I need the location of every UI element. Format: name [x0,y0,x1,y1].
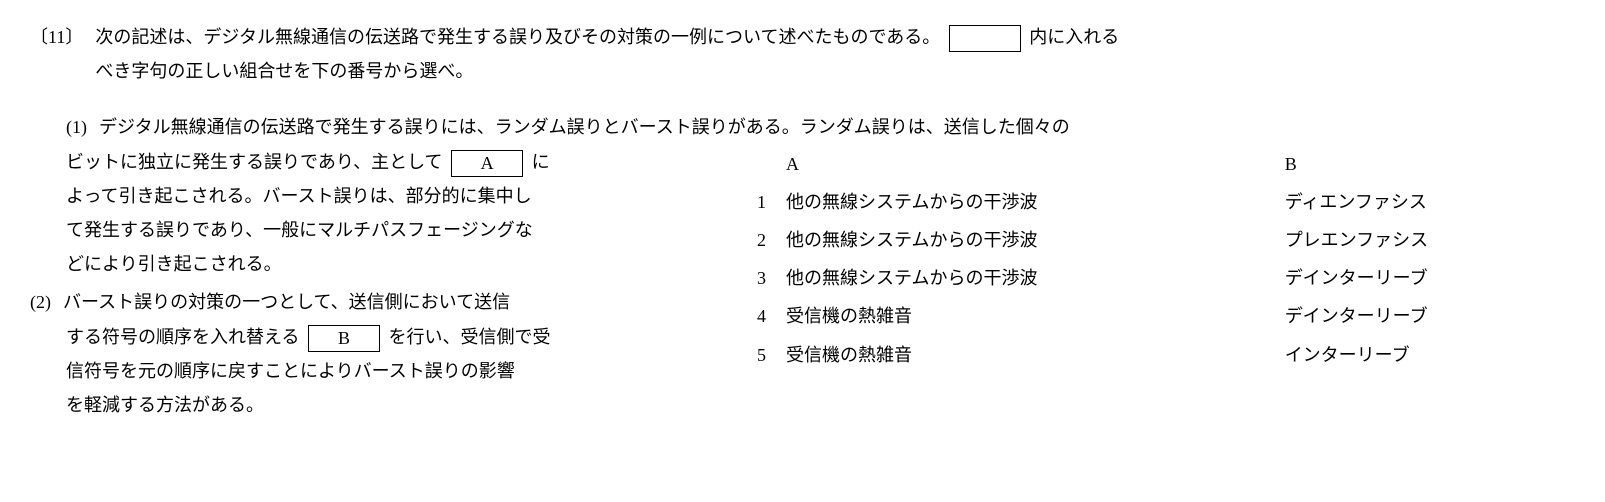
sub2-continuation: する符号の順序を入れ替える B を行い、受信側で受 信符号を元の順序に戻すことに… [66,320,706,423]
sub1-line5: どにより引き起こされる。 [66,247,706,281]
choices-header-row: A B [726,145,1575,183]
choices-table: A B 1 他の無線システムからの干渉波 ディエンファシス 2 他の無線システム… [726,145,1575,374]
choice-row: 1 他の無線システムからの干渉波 ディエンファシス [726,183,1575,221]
sub1-number: (1) [66,110,87,144]
choice-row: 3 他の無線システムからの干渉波 デインターリーブ [726,259,1575,297]
choices-column: A B 1 他の無線システムからの干渉波 ディエンファシス 2 他の無線システム… [726,145,1575,374]
choice-row: 4 受信機の熱雑音 デインターリーブ [726,297,1575,335]
col-header-a: A [776,145,1275,183]
choice-b: デインターリーブ [1275,259,1575,297]
blank-box-intro [949,25,1021,52]
choice-b: デインターリーブ [1275,297,1575,335]
sub1-line3: よって引き起こされる。バースト誤りは、部分的に集中し [66,179,706,213]
choice-a: 他の無線システムからの干渉波 [776,259,1275,297]
choice-a: 他の無線システムからの干渉波 [776,183,1275,221]
choice-a: 受信機の熱雑音 [776,336,1275,374]
col-header-b: B [1275,145,1575,183]
choice-b: プレエンファシス [1275,221,1575,259]
sub2-number: (2) [30,285,51,319]
blank-box-b: B [308,325,380,352]
choice-number: 1 [726,183,776,221]
intro-text-2: 内に入れる [1029,27,1119,47]
sub1-line4: て発生する誤りであり、一般にマルチパスフェージングな [66,213,706,247]
sub1-line1: デジタル無線通信の伝送路で発生する誤りには、ランダム誤りとバースト誤りがある。ラ… [99,117,1070,137]
sub1-block: (1) デジタル無線通信の伝送路で発生する誤りには、ランダム誤りとバースト誤りが… [30,110,1575,144]
sub2-line4: を軽減する方法がある。 [66,388,706,422]
question-number: 〔11〕 [30,20,83,54]
sub1-line2b: に [532,152,550,172]
intro-text-3: べき字句の正しい組合せを下の番号から選べ。 [95,61,473,81]
choice-b: ディエンファシス [1275,183,1575,221]
choice-number: 4 [726,297,776,335]
intro-text-1: 次の記述は、デジタル無線通信の伝送路で発生する誤り及びその対策の一例について述べ… [95,27,940,47]
sub1-continuation: ビットに独立に発生する誤りであり、主として A に よって引き起こされる。バース… [66,145,706,282]
sub2-block: (2) バースト誤りの対策の一つとして、送信側において送信 [66,285,706,319]
sub1-line2a: ビットに独立に発生する誤りであり、主として [66,152,443,172]
choice-number: 2 [726,221,776,259]
sub2-line2a: する符号の順序を入れ替える [66,327,299,347]
choice-b: インターリーブ [1275,336,1575,374]
choice-a: 受信機の熱雑音 [776,297,1275,335]
blank-box-a: A [451,150,523,177]
sub2-line2b: を行い、受信側で受 [388,327,550,347]
choice-row: 5 受信機の熱雑音 インターリーブ [726,336,1575,374]
choice-row: 2 他の無線システムからの干渉波 プレエンファシス [726,221,1575,259]
two-column-area: ビットに独立に発生する誤りであり、主として A に よって引き起こされる。バース… [30,145,1575,423]
choice-number: 5 [726,336,776,374]
question-header: 〔11〕 次の記述は、デジタル無線通信の伝送路で発生する誤り及びその対策の一例に… [30,20,1575,88]
question-intro: 次の記述は、デジタル無線通信の伝送路で発生する誤り及びその対策の一例について述べ… [95,20,1575,88]
left-text-column: ビットに独立に発生する誤りであり、主として A に よって引き起こされる。バース… [66,145,726,423]
sub2-line3: 信符号を元の順序に戻すことによりバースト誤りの影響 [66,354,706,388]
choice-number: 3 [726,259,776,297]
sub2-line1: バースト誤りの対策の一つとして、送信側において送信 [63,292,510,312]
choice-a: 他の無線システムからの干渉波 [776,221,1275,259]
